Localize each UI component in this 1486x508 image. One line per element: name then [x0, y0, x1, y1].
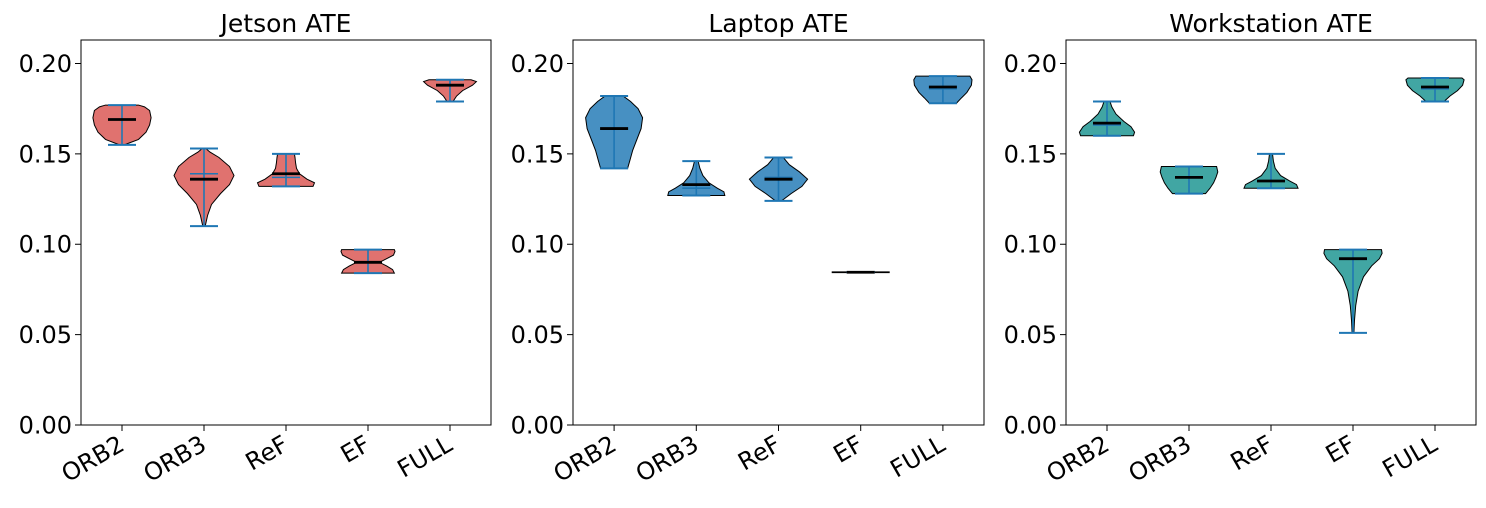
x-tick-label: EF	[1321, 430, 1360, 469]
y-tick-label: 0.05	[19, 321, 72, 349]
y-tick-label: 0.20	[19, 50, 72, 78]
y-tick-label: 0.10	[1004, 231, 1057, 259]
y-tick-label: 0.15	[19, 140, 72, 168]
plot-frame	[1065, 39, 1477, 426]
y-tick-label: 0.15	[511, 140, 564, 168]
plot-frame	[572, 39, 985, 426]
y-tick-label: 0.00	[19, 412, 72, 440]
y-tick-label: 0.05	[1004, 321, 1057, 349]
x-tick-label: ReF	[733, 430, 785, 476]
x-tick-label: ReF	[241, 430, 293, 476]
chart-title: Jetson ATE	[219, 9, 352, 38]
x-tick-label: EF	[336, 430, 375, 469]
x-tick-label: ORB3	[139, 430, 211, 488]
y-tick-label: 0.20	[511, 50, 564, 78]
y-tick-label: 0.10	[511, 231, 564, 259]
y-tick-label: 0.15	[1004, 140, 1057, 168]
x-tick-label: EF	[829, 430, 868, 469]
x-tick-label: FULL	[393, 430, 458, 484]
plot-frame	[80, 39, 492, 426]
x-tick-label: ORB3	[631, 430, 703, 488]
chart-title: Workstation ATE	[1169, 9, 1373, 38]
y-tick-label: 0.05	[511, 321, 564, 349]
y-tick-label: 0.00	[1004, 412, 1057, 440]
y-tick-label: 0.20	[1004, 50, 1057, 78]
x-tick-label: FULL	[1378, 430, 1443, 484]
y-tick-label: 0.10	[19, 231, 72, 259]
x-tick-label: FULL	[886, 430, 951, 484]
x-tick-label: ORB3	[1124, 430, 1196, 488]
y-tick-label: 0.00	[511, 412, 564, 440]
chart-title: Laptop ATE	[708, 9, 848, 38]
x-tick-label: ReF	[1226, 430, 1278, 476]
